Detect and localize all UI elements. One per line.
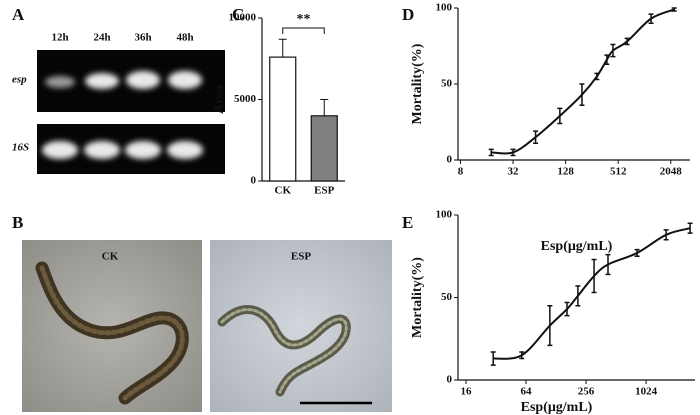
lane-label: 24h <box>93 32 110 44</box>
y-axis-label: Mortality(%) <box>410 43 425 124</box>
x-tick-label: CK <box>275 185 292 197</box>
error-bar <box>591 258 597 294</box>
error-bar <box>278 38 287 58</box>
y-tick-label: 100 <box>436 2 453 14</box>
error-bar <box>604 54 610 65</box>
significance-bracket <box>282 27 325 34</box>
error-bar <box>575 285 581 307</box>
x-tick-label: 2048 <box>660 166 683 178</box>
error-bar <box>564 301 570 317</box>
chart-title: Esp(μg/mL) <box>541 239 613 254</box>
x-tick-label: 256 <box>578 386 595 398</box>
x-tick-label: 8 <box>458 166 464 178</box>
error-bar <box>663 229 669 241</box>
lane-label: 12h <box>51 32 68 44</box>
y-tick-label: 0 <box>447 374 453 386</box>
y-tick-label: 0 <box>447 154 453 166</box>
error-bar <box>533 130 539 145</box>
error-bar <box>671 7 677 12</box>
y-tick-label: 50 <box>441 291 453 303</box>
line <box>491 8 675 155</box>
error-bar <box>594 72 600 81</box>
error-bar <box>610 43 616 58</box>
error-bar <box>488 148 494 157</box>
x-tick-label: 32 <box>508 166 520 178</box>
error-bar <box>557 107 563 125</box>
error-bar <box>519 351 525 360</box>
axis <box>457 8 690 161</box>
panel-letter: B <box>12 213 23 232</box>
panel-letter: C <box>232 5 244 24</box>
image-label: ESP <box>291 251 311 263</box>
panel-letter: D <box>402 5 414 24</box>
line <box>493 227 691 360</box>
error-bar <box>579 83 585 107</box>
y-tick-label: 100 <box>436 209 453 221</box>
y-axis-label: Area <box>212 85 227 114</box>
micrograph: CK <box>22 240 202 412</box>
lane-label: 48h <box>176 32 193 44</box>
error-bar <box>605 253 611 276</box>
row-label: esp <box>12 74 27 86</box>
panel-letter: A <box>12 5 25 24</box>
annotation: ** <box>297 12 311 27</box>
gel: 12h 24h 36h 48h esp 16S <box>12 32 225 174</box>
row-label: 16S <box>12 142 29 154</box>
x-tick-label: 512 <box>610 166 627 178</box>
panel-letter: E <box>402 213 413 232</box>
error-bar <box>320 99 329 116</box>
error-bar <box>687 222 693 234</box>
y-tick-label: 0 <box>251 175 257 187</box>
error-bar <box>634 248 640 257</box>
bar <box>310 115 338 182</box>
micrograph: ESP <box>210 240 392 412</box>
error-bar <box>490 351 496 366</box>
lane-label: 36h <box>134 32 151 44</box>
y-tick-label: 50 <box>441 78 453 90</box>
y-tick-label: 10000 <box>229 12 257 24</box>
error-bar <box>547 305 553 347</box>
x-tick-label: ESP <box>314 185 334 197</box>
x-tick-label: 1024 <box>635 386 658 398</box>
error-bar <box>624 37 630 46</box>
bar <box>269 56 297 182</box>
x-tick-label: 128 <box>557 166 574 178</box>
error-bar <box>510 148 516 157</box>
image-label: CK <box>102 251 119 263</box>
x-axis-label: Esp(μg/mL) <box>521 400 593 415</box>
y-axis-label: Mortality(%) <box>410 257 425 338</box>
error-bar <box>648 13 654 24</box>
x-tick-label: 16 <box>461 386 473 398</box>
y-tick-label: 5000 <box>234 93 257 105</box>
x-tick-label: 64 <box>521 386 533 398</box>
